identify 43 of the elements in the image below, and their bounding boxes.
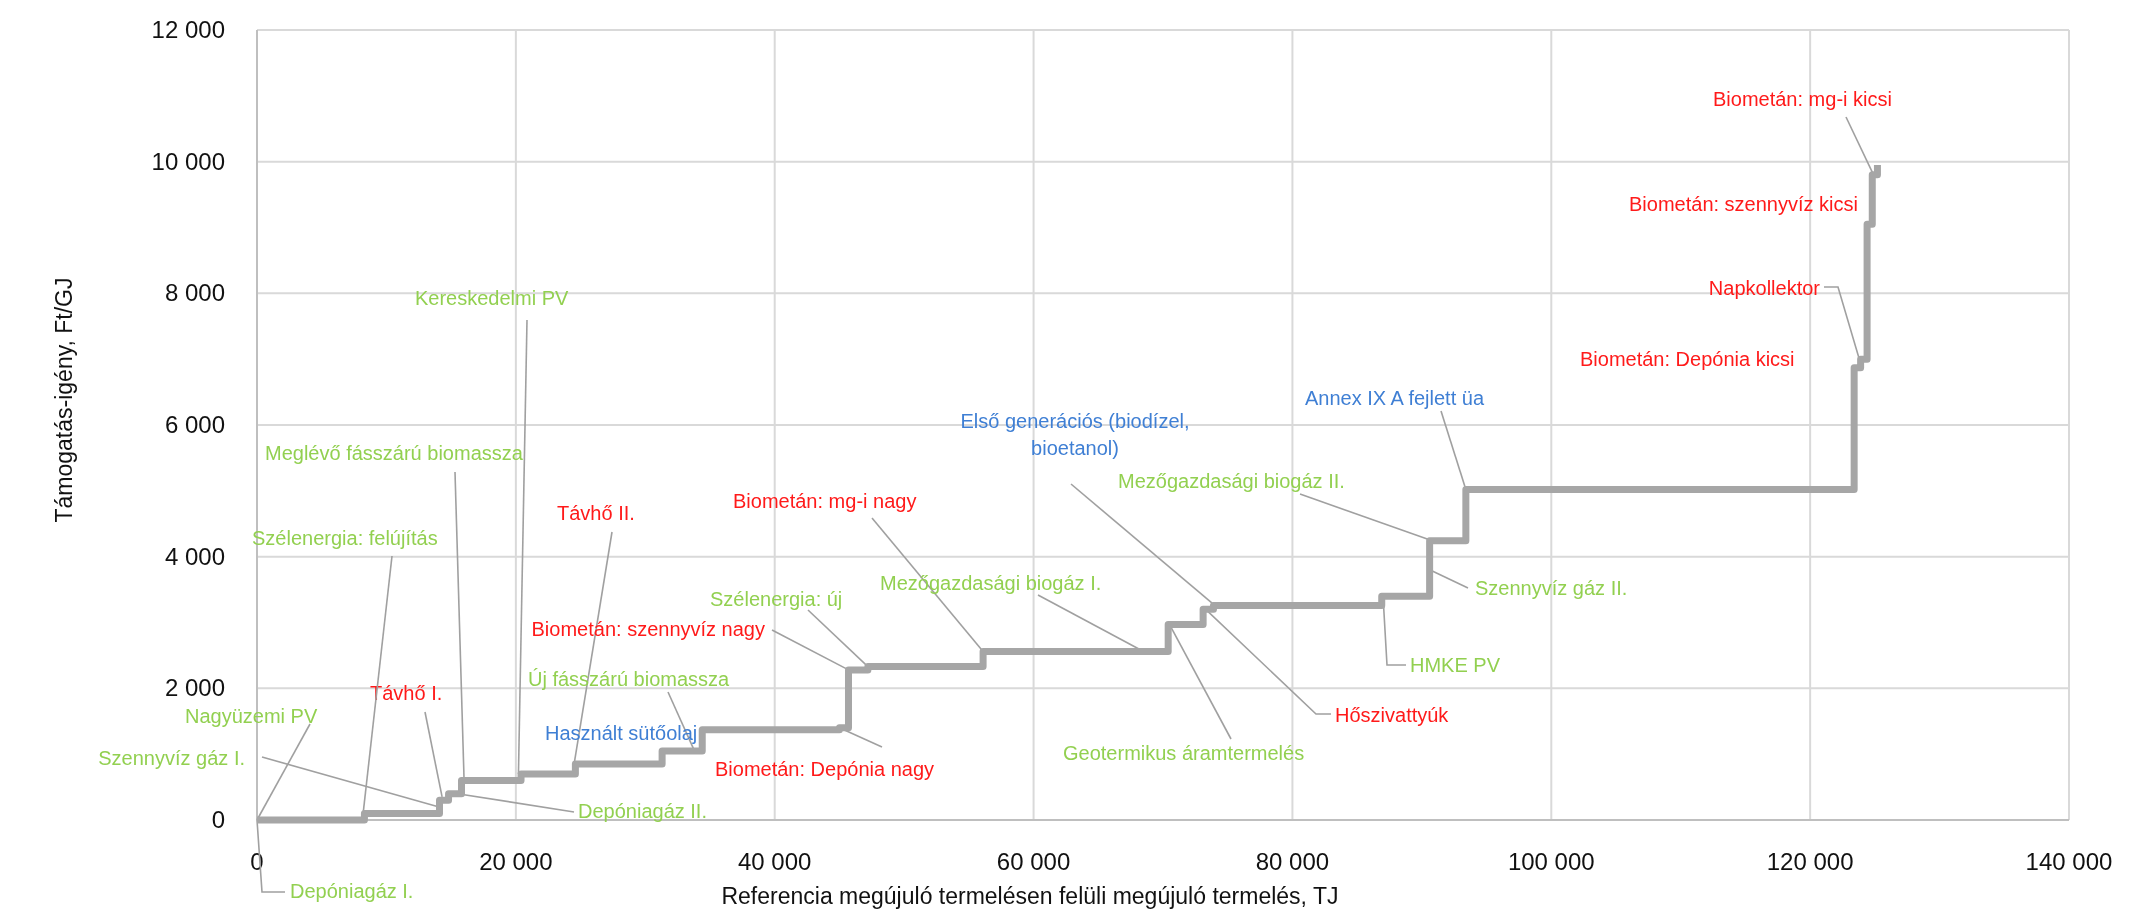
x-axis-title: Referencia megújuló termelésen felüli megújuló termelés, TJ <box>721 883 1339 909</box>
annotation: Meglévő fásszárú biomassza <box>265 442 524 464</box>
annotation: Annex IX A fejlett üa <box>1305 387 1485 409</box>
annotation: Távhő I. <box>370 682 443 704</box>
annotation: Szélenergia: új <box>710 588 843 610</box>
annotation: Szélenergia: felújítás <box>252 527 438 549</box>
annotation: Kereskedelmi PV <box>415 287 570 309</box>
annotation: Mezőgazdasági biogáz I. <box>880 572 1102 594</box>
x-tick-label: 60 000 <box>996 848 1071 875</box>
annotation: Biometán: mg-i nagy <box>733 490 917 512</box>
annotation: Biometán: szennyvíz nagy <box>531 618 765 640</box>
y-tick-label: 8 000 <box>164 279 225 307</box>
annotation: Mezőgazdasági biogáz II. <box>1118 470 1345 492</box>
y-tick-label: 10 000 <box>151 147 225 175</box>
y-tick-label: 6 000 <box>164 411 225 438</box>
x-tick-label: 140 000 <box>2025 848 2113 875</box>
annotation: Távhő II. <box>557 502 635 524</box>
annotation: Depóniagáz II. <box>578 800 707 822</box>
x-tick-label: 100 000 <box>1507 848 1595 875</box>
annotation: Használt sütőolaj <box>545 722 698 744</box>
annotation: Szennyvíz gáz I. <box>98 747 245 769</box>
annotation: Hőszivattyúk <box>1335 704 1450 726</box>
annotation: Biometán: Depónia kicsi <box>1580 348 1795 370</box>
annotation: Biometán: szennyvíz kicsi <box>1629 193 1858 215</box>
annotation: Biometán: mg-i kicsi <box>1713 88 1892 110</box>
annotation: Nagyüzemi PV <box>185 705 318 727</box>
x-tick-label: 40 000 <box>738 848 812 875</box>
y-tick-label: 0 <box>211 806 225 833</box>
y-tick-label: 2 000 <box>164 674 225 702</box>
annotation: HMKE PV <box>1410 654 1501 676</box>
annotation: Új fásszárú biomassza <box>528 668 731 690</box>
y-axis-title: Támogatás-igény, Ft/GJ <box>51 277 77 523</box>
annotation: Szennyvíz gáz II. <box>1475 577 1628 599</box>
annotation: Geotermikus áramtermelés <box>1063 742 1305 764</box>
annotation: Napkollektor <box>1708 277 1821 299</box>
y-tick-label: 4 000 <box>164 542 225 570</box>
x-tick-label: 20 000 <box>479 848 553 875</box>
annotation: Biometán: Depónia nagy <box>715 758 935 780</box>
x-tick-label: 120 000 <box>1766 848 1854 875</box>
x-tick-label: 80 000 <box>1255 848 1330 875</box>
y-tick-label: 12 000 <box>151 16 225 43</box>
annotation: Depóniagáz I. <box>290 880 414 902</box>
annotation: Első generációs (biodízel, bioetanol) <box>960 410 1190 459</box>
